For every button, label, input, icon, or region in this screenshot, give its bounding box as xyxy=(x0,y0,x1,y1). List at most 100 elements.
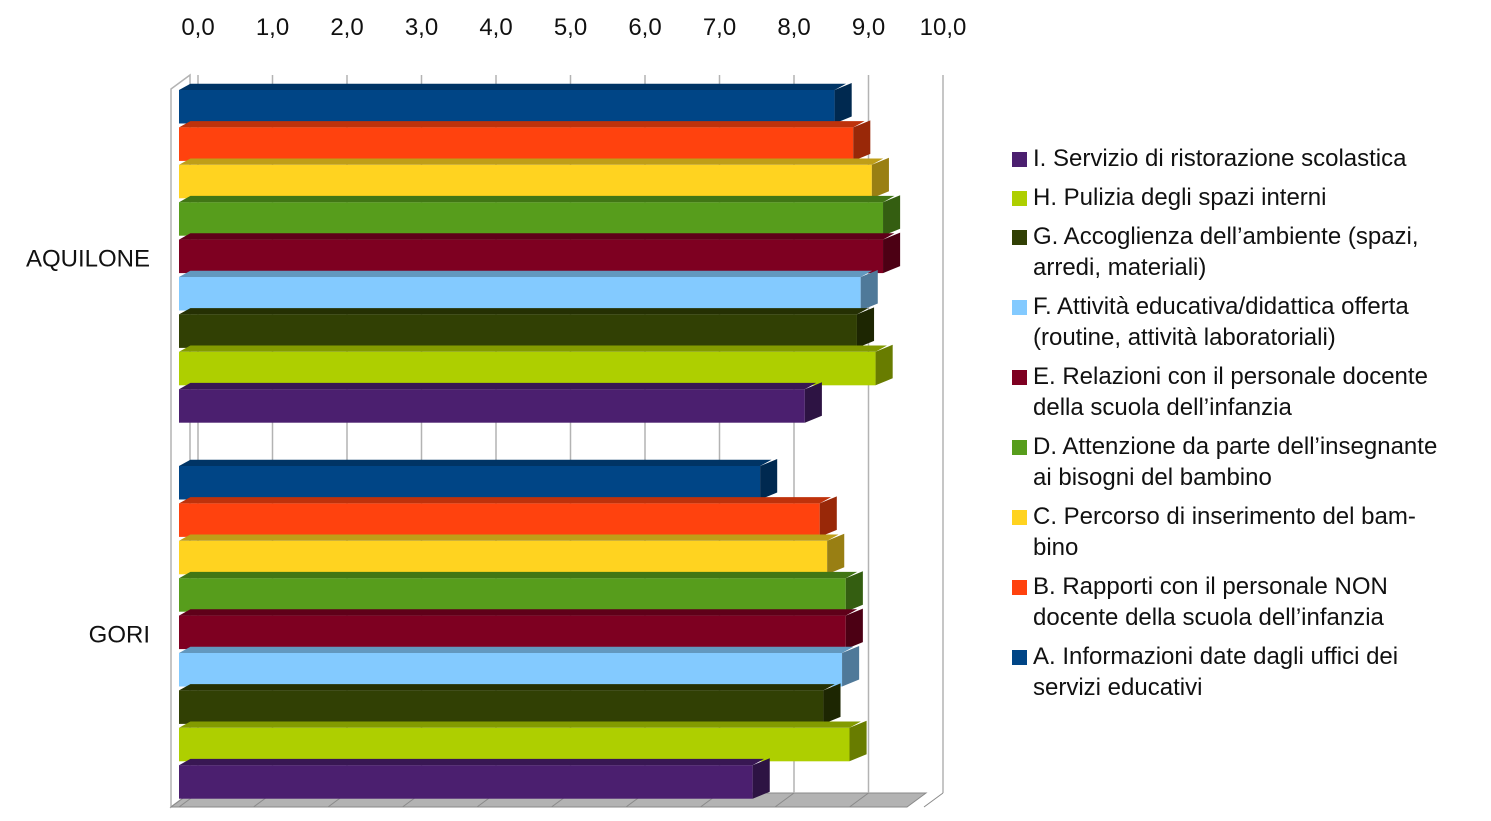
bar-chart: 0,0 1,0 2,0 3,0 4,0 5,0 6,0 7,0 8,0 9,0 10,0 AQUILO… xyxy=(26,14,966,809)
legend-item: I. Servizio di ristorazione scolastica xyxy=(1012,143,1490,174)
x-tick-label: 0,0 xyxy=(181,14,214,41)
bar-top xyxy=(179,721,861,728)
bar-top xyxy=(179,646,854,653)
bar-front xyxy=(179,578,846,612)
bar xyxy=(179,307,875,348)
bar-front xyxy=(179,690,824,724)
x-tick-label: 4,0 xyxy=(479,14,512,41)
legend-label-line: E. Relazioni con il personale docente xyxy=(1033,363,1428,390)
bar-top xyxy=(179,195,895,203)
x-tick-label: 6,0 xyxy=(628,14,661,41)
floor-grid-line xyxy=(923,792,944,808)
bar xyxy=(179,344,893,386)
bar-front xyxy=(179,540,828,575)
bar xyxy=(179,270,878,311)
bar-side xyxy=(842,646,860,687)
bar-side xyxy=(752,758,770,799)
legend-label-line: D. Attenzione da parte dell’insegnante xyxy=(1033,433,1438,460)
x-tick-label: 8,0 xyxy=(777,14,810,41)
bar-front xyxy=(179,164,872,199)
bar-front xyxy=(179,314,857,348)
bar-front xyxy=(179,765,753,799)
bar-side xyxy=(883,232,901,274)
legend-label-line: G. Accoglienza dell’ambiente (spazi, xyxy=(1033,223,1419,250)
legend-label: B. Rapporti con il personale NON docente … xyxy=(1033,571,1388,633)
legend-label-line: F. Attività educativa/didattica offerta xyxy=(1033,293,1409,320)
bar xyxy=(179,459,778,500)
x-tick-label: 9,0 xyxy=(852,14,885,41)
bar-top xyxy=(179,233,895,240)
bar-side xyxy=(875,344,893,386)
bar xyxy=(179,496,837,537)
legend-label-line: B. Rapporti con il personale NON xyxy=(1033,573,1388,600)
bar xyxy=(179,120,871,161)
legend-swatch xyxy=(1012,440,1027,455)
legend-label-line: (routine, attività laboratoriali) xyxy=(1033,324,1336,351)
bar-side xyxy=(834,83,852,124)
bar-side xyxy=(827,533,845,575)
legend-swatch xyxy=(1012,580,1027,595)
x-tick-label: 5,0 xyxy=(554,14,587,41)
legend-label-line: C. Percorso di inserimento del bam- xyxy=(1033,503,1416,530)
legend-label: I. Servizio di ristorazione scolastica xyxy=(1033,143,1406,174)
bar-top xyxy=(179,83,846,90)
bar-top xyxy=(179,571,858,579)
legend-item: C. Percorso di inserimento del bam-bino xyxy=(1012,501,1490,563)
legend-label-line: H. Pulizia degli spazi interni xyxy=(1033,184,1327,211)
bar-front xyxy=(179,202,884,236)
category-label: AQUILONE xyxy=(26,245,150,272)
bar-side xyxy=(883,195,901,236)
bar-side xyxy=(853,120,871,161)
bar-top xyxy=(179,609,858,616)
bar-top xyxy=(179,382,817,390)
bar-top xyxy=(179,308,869,315)
legend-label: E. Relazioni con il personale docente del… xyxy=(1033,361,1428,423)
bar xyxy=(179,195,901,236)
bar-top xyxy=(179,459,772,466)
bar-side xyxy=(856,307,875,348)
category-label: GORI xyxy=(89,621,150,648)
bar xyxy=(179,382,822,423)
legend-label-line: servizi educativi xyxy=(1033,674,1203,701)
bar xyxy=(179,83,852,124)
legend-label-line: della scuola dell’infanzia xyxy=(1033,394,1292,421)
legend-swatch xyxy=(1012,650,1027,665)
legend-item: F. Attività educativa/didattica offerta (… xyxy=(1012,291,1490,353)
x-tick-label: 2,0 xyxy=(330,14,363,41)
legend-label-line: ai bisogni del bambino xyxy=(1033,464,1272,491)
legend-swatch xyxy=(1012,191,1027,206)
x-tick-label: 3,0 xyxy=(405,14,438,41)
bar-top xyxy=(179,534,839,541)
bar xyxy=(179,646,860,687)
legend-label: C. Percorso di inserimento del bam-bino xyxy=(1033,501,1416,563)
bar-front xyxy=(179,727,850,762)
legend-item: G. Accoglienza dell’ambiente (spazi, arre… xyxy=(1012,221,1490,283)
legend-item: H. Pulizia degli spazi interni xyxy=(1012,182,1490,213)
bar xyxy=(179,608,863,650)
bar-top xyxy=(179,758,765,766)
legend-swatch xyxy=(1012,510,1027,525)
bar-front xyxy=(179,239,884,274)
bar-side xyxy=(819,496,837,537)
bar xyxy=(179,758,770,799)
legend-label: H. Pulizia degli spazi interni xyxy=(1033,182,1326,213)
bar-side xyxy=(804,382,822,423)
floor-grid-line xyxy=(849,792,869,808)
bar-front xyxy=(179,389,805,423)
legend-item: D. Attenzione da parte dell’insegnante ai… xyxy=(1012,431,1490,493)
bar-side xyxy=(871,157,889,199)
legend-item: B. Rapporti con il personale NON docente … xyxy=(1012,571,1490,633)
bar-front xyxy=(179,615,846,650)
bar xyxy=(179,683,841,724)
x-tick-label: 1,0 xyxy=(256,14,289,41)
bar-front xyxy=(179,277,861,311)
bar-front xyxy=(179,466,761,500)
legend-swatch xyxy=(1012,300,1027,315)
bar-front xyxy=(179,351,876,386)
legend-label-line: docente della scuola dell’infanzia xyxy=(1033,604,1384,631)
bar-front xyxy=(179,127,854,161)
bar-top xyxy=(179,158,884,165)
chart-legend: I. Servizio di ristorazione scolastica H.… xyxy=(1012,143,1490,711)
x-tick-label: 7,0 xyxy=(703,14,736,41)
bar-top xyxy=(179,121,865,128)
